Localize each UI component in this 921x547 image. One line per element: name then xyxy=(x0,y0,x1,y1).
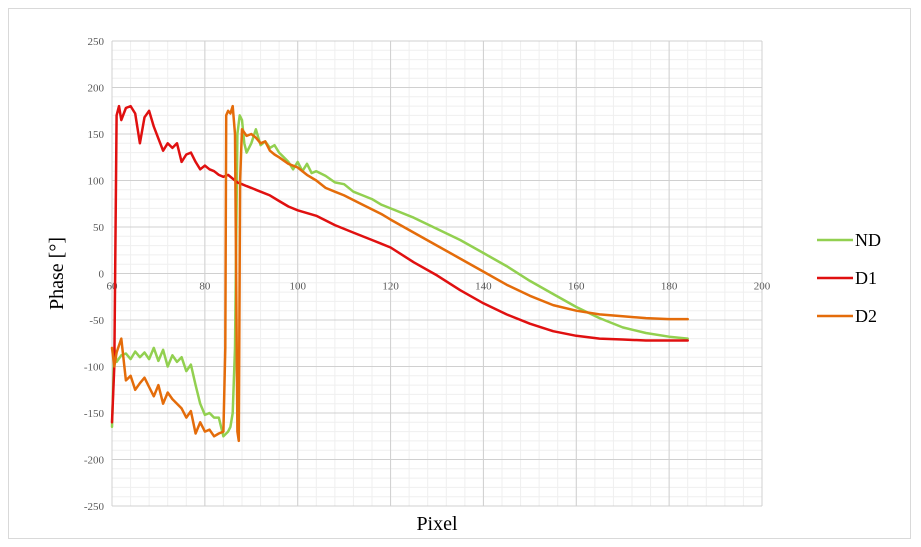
x-tick-label: 120 xyxy=(382,281,399,293)
x-axis-ticks: 60 80 100 120 140 160 180 200 xyxy=(107,281,771,293)
legend-label-d2: D2 xyxy=(855,306,877,326)
series-line-d1 xyxy=(110,104,689,424)
legend-label-d1: D1 xyxy=(855,268,877,288)
y-tick-label: 50 xyxy=(93,222,105,234)
series-line-nd xyxy=(110,114,689,438)
y-tick-label: 0 xyxy=(99,269,105,281)
y-tick-label: -200 xyxy=(84,455,105,467)
y-tick-label: -100 xyxy=(84,362,105,374)
chart-frame: -250 -200 -150 -100 -50 0 50 100 150 200 250 60 80 1… xyxy=(8,8,911,539)
legend-label-nd: ND xyxy=(855,230,881,250)
x-tick-label: 100 xyxy=(289,281,306,293)
x-tick-label: 80 xyxy=(199,281,211,293)
major-gridlines xyxy=(111,40,763,507)
x-tick-label: 180 xyxy=(661,281,678,293)
y-tick-label: 250 xyxy=(88,36,105,48)
x-tick-label: 160 xyxy=(568,281,585,293)
series-line-d2 xyxy=(110,104,689,443)
y-axis-ticks: -250 -200 -150 -100 -50 0 50 100 150 200 250 xyxy=(84,36,105,513)
x-axis-title: Pixel xyxy=(416,513,458,535)
series-lines xyxy=(110,104,689,443)
y-tick-label: 150 xyxy=(88,129,105,141)
y-tick-label: 100 xyxy=(88,176,105,188)
x-tick-label: 140 xyxy=(475,281,492,293)
phase-chart: -250 -200 -150 -100 -50 0 50 100 150 200 250 60 80 1… xyxy=(46,36,881,535)
y-axis-title: Phase [°] xyxy=(46,237,68,310)
y-tick-label: -50 xyxy=(89,315,104,327)
x-tick-label: 60 xyxy=(107,281,119,293)
legend: ND D1 D2 xyxy=(817,230,881,326)
y-tick-label: -250 xyxy=(84,501,105,513)
x-tick-label: 200 xyxy=(754,281,771,293)
y-tick-label: -150 xyxy=(84,408,105,420)
y-tick-label: 200 xyxy=(88,83,105,95)
